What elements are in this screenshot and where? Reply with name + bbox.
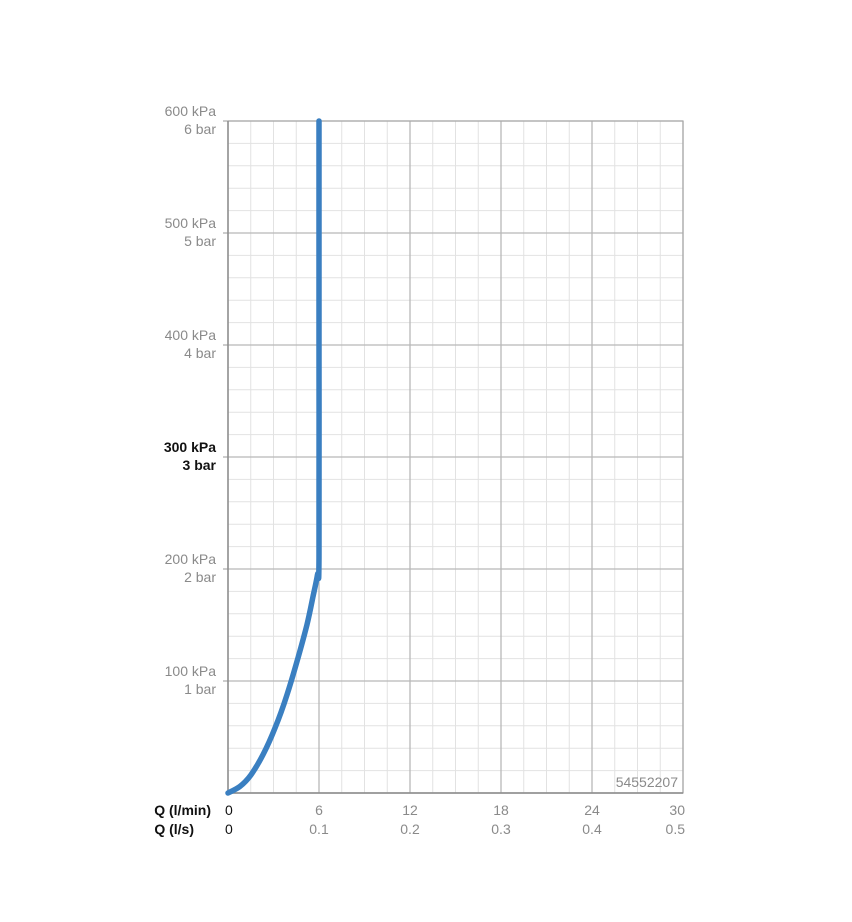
x-tick-label-lmin: 12 <box>402 802 418 818</box>
y-tick-label-bar: 2 bar <box>184 569 216 585</box>
y-tick-label-kpa: 200 kPa <box>165 551 217 567</box>
y-tick-label-bar: 5 bar <box>184 233 216 249</box>
x-tick-label-ls: 0.3 <box>491 821 511 837</box>
x-tick-label-lmin: 6 <box>315 802 323 818</box>
y-tick-label-kpa: 400 kPa <box>165 327 217 343</box>
y-axis-labels: 100 kPa 1 bar 200 kPa 2 bar 300 kPa 3 bar 400 … <box>164 103 217 697</box>
x-tick-label-ls: 0 <box>225 821 233 837</box>
y-tick-label-bar: 1 bar <box>184 681 216 697</box>
x-tick-label-lmin: 24 <box>584 802 600 818</box>
x-tick-label-lmin: 0 <box>225 802 233 818</box>
x-axis-labels: 0 0 6 0.1 12 0.2 18 0.3 24 0.4 30 0.5 <box>225 802 685 837</box>
y-tick-label-kpa: 600 kPa <box>165 103 217 119</box>
y-tick-label-bar: 4 bar <box>184 345 216 361</box>
flow-curve-series-0 <box>225 118 322 796</box>
x-tick-label-ls: 0.5 <box>666 821 686 837</box>
y-tick-label-kpa: 300 kPa <box>164 439 216 455</box>
x-tick-label-ls: 0.4 <box>582 821 602 837</box>
x-axis-name-ls: Q (l/s) <box>154 821 194 837</box>
y-tick-label-kpa: 100 kPa <box>165 663 217 679</box>
x-tick-label-ls: 0.2 <box>400 821 420 837</box>
y-tick-label-bar: 3 bar <box>183 457 217 473</box>
y-tick-label-kpa: 500 kPa <box>165 215 217 231</box>
product-code-annotation: 54552207 <box>616 774 679 790</box>
x-tick-label-ls: 0.1 <box>309 821 329 837</box>
y-tick-label-bar: 6 bar <box>184 121 216 137</box>
major-grid <box>223 120 684 794</box>
flow-curve-layer <box>225 118 322 796</box>
x-axis-name-lmin: Q (l/min) <box>154 802 211 818</box>
x-tick-label-lmin: 18 <box>493 802 509 818</box>
x-tick-label-lmin: 30 <box>669 802 685 818</box>
